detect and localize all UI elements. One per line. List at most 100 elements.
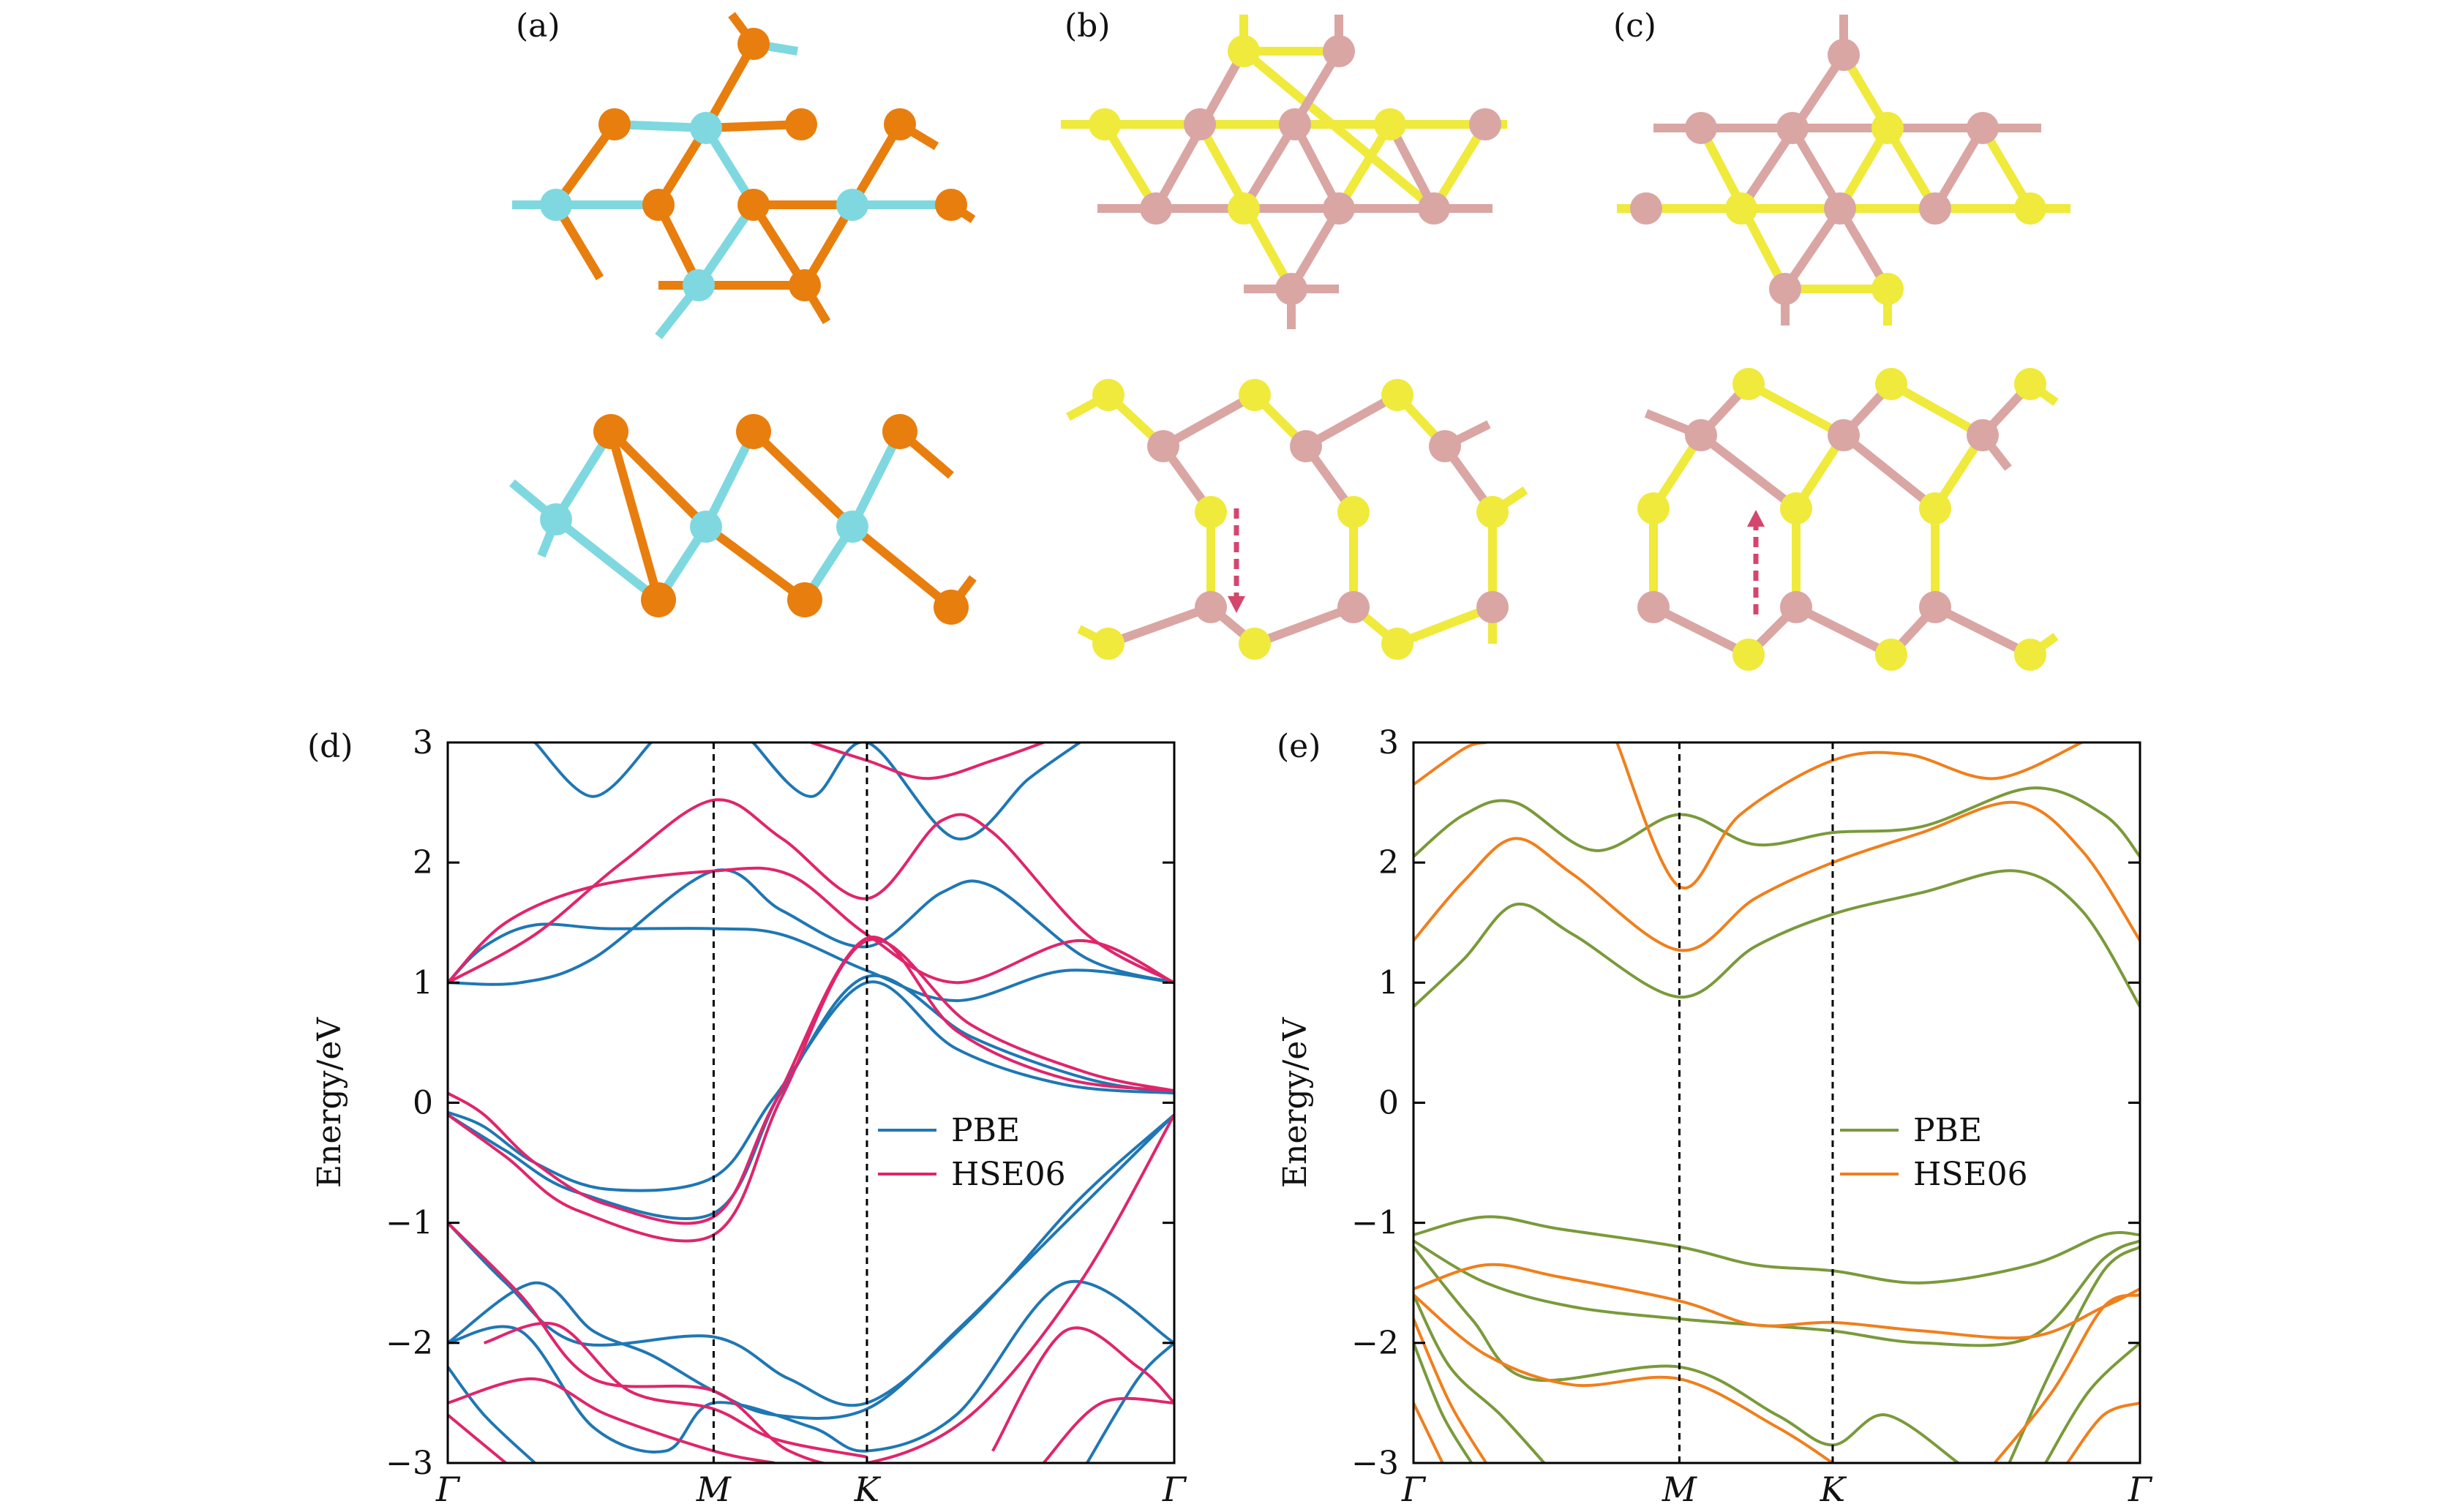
atom-pink <box>1630 192 1662 225</box>
band-line-pbe <box>751 742 1081 840</box>
atom-pink <box>1776 112 1809 144</box>
polarization-arrow-down <box>1228 508 1245 613</box>
band-line-hse06 <box>1413 1402 1444 1463</box>
atom-orange <box>598 108 631 140</box>
kpoint-label: M <box>1662 1470 1698 1509</box>
legend-entry-pbe: PBE <box>951 1112 1020 1149</box>
atom-cyan <box>540 503 572 535</box>
panel-a-top-view <box>512 12 976 339</box>
atom-yellow <box>1875 368 1907 400</box>
atom-yellow <box>1732 639 1765 671</box>
atom-yellow <box>1732 368 1765 400</box>
atom-pink <box>1469 108 1501 140</box>
panel-b-label: (b) <box>1065 7 1111 45</box>
band-structure-chart-e: (e) −3 −2 −1 0 1 2 3 Γ M K Γ Energy/eV PBE HSE06 <box>1277 724 2153 1509</box>
band-line-pbe <box>1086 1342 1174 1463</box>
atom-pink <box>1637 591 1670 623</box>
atom-yellow <box>2014 192 2046 225</box>
band-line-hse06 <box>448 1377 776 1463</box>
atom-pink <box>1140 192 1172 225</box>
atom-pink <box>1147 430 1179 462</box>
y-tick-label: −1 <box>386 1205 433 1242</box>
y-tick-label: 0 <box>1378 1085 1399 1122</box>
legend-entry-hse06: HSE06 <box>951 1156 1066 1193</box>
atom-pink <box>1476 591 1509 623</box>
y-tick-label: −3 <box>1351 1445 1399 1482</box>
kpoint-label: M <box>696 1470 732 1509</box>
atom-yellow <box>1374 108 1406 140</box>
atom-yellow <box>1637 492 1670 524</box>
kpoint-label: Γ <box>2128 1470 2153 1509</box>
atom-pink <box>1828 419 1860 451</box>
atom-pink <box>1184 108 1216 140</box>
y-tick-label: 0 <box>413 1085 433 1122</box>
atom-yellow <box>2014 368 2046 400</box>
y-tick-label: 1 <box>413 964 433 1001</box>
atom-yellow <box>1228 192 1260 225</box>
band-line-pbe <box>1413 1215 2140 1285</box>
band-line-hse06 <box>2066 1401 2140 1463</box>
atom-orange <box>642 189 675 221</box>
band-line-pbe <box>1413 1246 1959 1463</box>
band-line-pbe <box>1413 786 2140 858</box>
band-line-hse06 <box>448 798 1174 985</box>
atom-yellow <box>1871 273 1904 305</box>
band-line-hse06 <box>1615 742 2083 890</box>
band-line-hse06 <box>448 935 1174 1225</box>
atom-orange <box>785 108 817 140</box>
panel-a-side-view <box>509 414 977 625</box>
y-tick-label: −3 <box>386 1445 433 1482</box>
band-line-hse06 <box>448 866 1174 985</box>
band-line-hse06 <box>1993 1293 2140 1463</box>
atom-orange <box>787 582 822 617</box>
atom-pink <box>1824 192 1856 225</box>
atom-yellow <box>1239 628 1271 660</box>
y-tick-label: −2 <box>1351 1325 1399 1362</box>
legend-entry-pbe: PBE <box>1913 1112 1982 1149</box>
band-line-pbe <box>533 742 653 798</box>
atom-pink <box>1685 419 1717 451</box>
band-line-pbe <box>448 1366 536 1463</box>
panel-d-label: (d) <box>307 728 353 765</box>
y-axis-label: Energy/eV <box>1277 1017 1314 1188</box>
band-line-hse06 <box>1413 1318 1488 1463</box>
atom-yellow <box>1228 35 1260 67</box>
atom-pink <box>1780 591 1812 623</box>
atom-pink <box>1195 591 1227 623</box>
atom-pink <box>1919 192 1951 225</box>
atom-yellow <box>1337 496 1370 528</box>
panel-a-label: (a) <box>516 7 560 45</box>
band-line-hse06 <box>810 742 1044 781</box>
panel-c-label: (c) <box>1613 7 1656 45</box>
panel-c-side-view <box>1637 368 2059 671</box>
atom-cyan <box>690 511 722 543</box>
atom-yellow <box>1476 496 1509 528</box>
atom-yellow <box>1919 492 1951 524</box>
y-tick-label: −2 <box>386 1325 433 1362</box>
plot-frame <box>1412 741 2141 1464</box>
band-line-pbe <box>448 974 1174 1220</box>
band-line-pbe <box>448 868 1174 986</box>
band-line-hse06 <box>448 1413 507 1463</box>
y-axis-label: Energy/eV <box>311 1017 348 1188</box>
kpoint-label: Γ <box>1401 1470 1427 1509</box>
atom-orange <box>934 590 969 625</box>
atom-yellow <box>1780 492 1812 524</box>
kpoint-label: Γ <box>435 1470 461 1509</box>
panel-c: (c) <box>1613 7 2070 671</box>
bands-e <box>1413 742 2140 1463</box>
atom-orange <box>737 28 770 60</box>
atom-pink <box>1323 35 1355 67</box>
atom-yellow <box>1725 192 1757 225</box>
atom-cyan <box>540 189 572 221</box>
atom-cyan <box>836 511 868 543</box>
band-structure-chart-d: (d) −3 −2 −1 0 1 2 3 Γ M K Γ Energy/eV PBE HSE06 <box>307 724 1187 1509</box>
band-line-hse06 <box>991 1326 1174 1452</box>
atom-pink <box>1685 112 1717 144</box>
atom-orange <box>593 414 628 449</box>
atom-yellow <box>1089 108 1121 140</box>
panel-a: (a) <box>509 7 977 625</box>
atom-pink <box>1418 192 1450 225</box>
atom-orange <box>789 269 821 301</box>
band-line-hse06 <box>484 1322 868 1459</box>
